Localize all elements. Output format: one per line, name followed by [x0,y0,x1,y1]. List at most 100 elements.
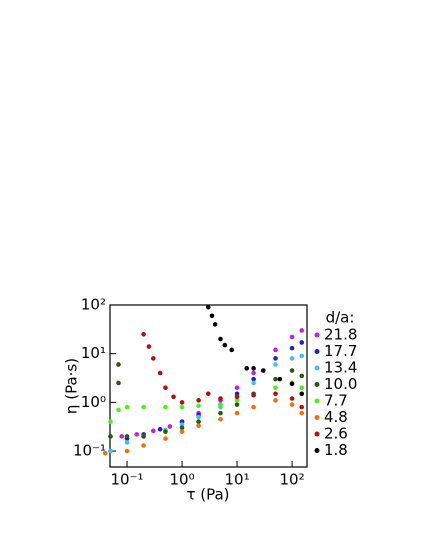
data-point [196,403,201,409]
data-point [289,402,295,407]
data-point [251,366,256,371]
data-point [273,376,278,382]
data-point [108,448,113,454]
data-point [171,394,176,400]
y-tick-label: 10⁰ [81,393,106,411]
data-point [218,416,223,422]
data-point [273,362,278,367]
legend-marker [314,332,320,338]
legend-label: 10.0 [324,375,357,393]
data-point [289,381,295,387]
data-point [179,404,185,410]
data-point [102,450,108,456]
data-point [212,322,218,327]
data-point [116,380,121,386]
y-tick-label: 10¹ [81,344,106,362]
data-point [196,398,201,403]
data-point [163,385,168,391]
data-point [218,336,223,342]
data-point [234,410,240,416]
data-point [218,410,223,416]
data-point [124,440,130,445]
legend-marker [314,398,320,404]
data-point [299,385,305,391]
data-point [229,347,235,353]
data-point [299,410,305,416]
data-point [273,391,278,397]
data-point [299,391,305,397]
data-point [119,434,125,439]
data-point [299,373,305,379]
data-point [273,347,278,353]
data-point [157,426,163,432]
data-point [251,380,256,386]
legend-marker [314,448,320,453]
data-point [179,429,185,434]
data-point [124,448,130,454]
data-point [205,391,211,397]
x-tick-label: 10¹ [224,471,249,489]
data-point [273,398,278,403]
data-point [289,396,295,401]
data-point [244,366,250,371]
data-point [289,356,295,361]
data-point [251,392,256,398]
data-point [163,404,168,410]
data-point [157,370,163,376]
data-point [205,304,211,310]
legend-label: 13.4 [324,359,357,377]
data-point [209,313,215,319]
legend-label: 7.7 [324,392,348,410]
data-point [108,419,113,425]
data-point [141,434,146,439]
data-point [146,344,152,349]
data-point [273,356,278,361]
legend-label: 4.8 [324,408,348,426]
data-point [179,422,185,427]
data-point [141,332,146,337]
plot-frame [109,304,308,468]
data-point [251,370,256,376]
data-point [289,368,295,373]
data-point [289,334,295,340]
data-point [251,404,256,410]
data-point [260,368,266,373]
data-point [116,362,121,367]
data-point [163,429,168,434]
legend-marker [314,382,320,387]
data-point [150,428,156,434]
y-axis-label: η (Pa·s) [63,358,81,414]
data-point [289,345,295,351]
y-tick-label: 10² [81,296,106,314]
data-point [299,353,305,359]
data-point [234,398,240,403]
data-point [273,385,278,391]
data-point [196,423,201,429]
data-point [150,356,156,361]
data-point [196,414,201,420]
data-point [167,424,173,429]
legend-label: 21.8 [324,326,357,344]
data-point [116,407,121,413]
data-point [251,376,256,382]
legend-label: 1.8 [324,441,348,459]
data-point [218,402,223,407]
data-point [179,400,185,405]
data-point [196,419,201,425]
data-point [299,328,305,333]
x-axis-label: τ (Pa) [186,486,229,504]
data-point [234,385,240,391]
x-tick-label: 10⁻¹ [111,471,144,489]
legend-marker [314,365,320,371]
legend-label: 2.6 [324,425,348,443]
legend-marker [314,415,320,420]
legend-marker [314,349,320,354]
data-point [141,404,146,410]
y-tick-label: 10⁻¹ [73,442,106,460]
data-point [108,434,113,439]
data-point [124,434,130,439]
data-point [299,404,305,410]
x-tick-label: 10² [279,471,304,489]
x-tick-label: 10⁰ [169,471,194,489]
